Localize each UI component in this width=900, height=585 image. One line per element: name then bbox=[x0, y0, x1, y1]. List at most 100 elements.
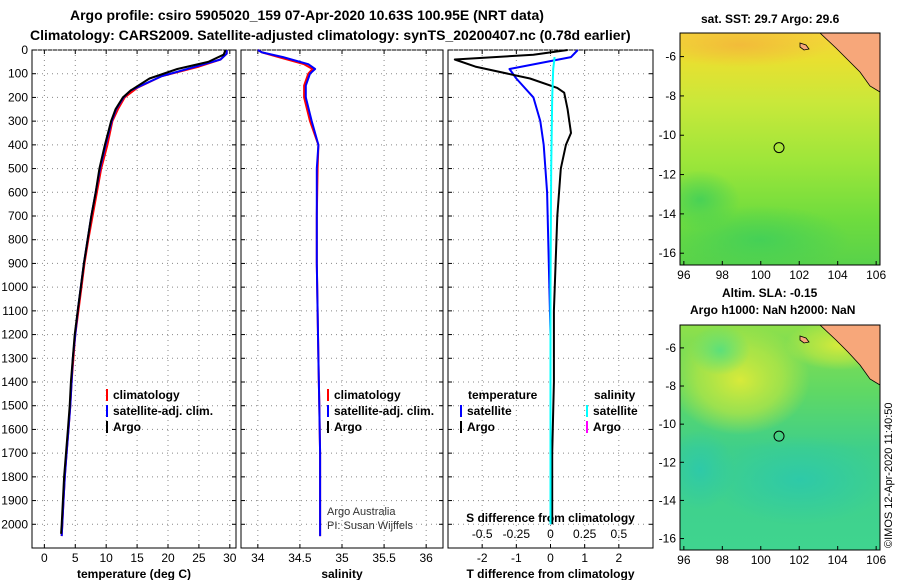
legend-heading-temperature: temperature bbox=[468, 388, 538, 402]
y-tick-label: 500 bbox=[8, 162, 28, 176]
y-tick-label: 1900 bbox=[1, 494, 28, 508]
map-lon-label: 100 bbox=[751, 268, 771, 282]
map-lon-label: 104 bbox=[828, 553, 848, 567]
difference-profile-panel: -2 -1 0 1 2-0.5 -0.25 0 0.25 0.5S difference fro… bbox=[447, 49, 654, 581]
x-tick-label: 34.5 bbox=[288, 551, 312, 565]
x-tick-label: 20 bbox=[161, 551, 175, 565]
sla-land-sumatra-java bbox=[819, 325, 880, 386]
temperature-profile-panel: 0100200300400500600700800900100011001200… bbox=[1, 43, 237, 581]
credit-pi: PI: Susan Wijffels bbox=[327, 520, 413, 532]
sst-land-sumatra-java bbox=[819, 33, 880, 93]
map-lat-label: -8 bbox=[665, 89, 676, 103]
y-tick-label: 800 bbox=[8, 233, 28, 247]
map-lat-label: -14 bbox=[659, 207, 677, 221]
x-tick-label: 25 bbox=[192, 551, 206, 565]
y-tick-label: 1800 bbox=[1, 470, 28, 484]
legend-label-argo: Argo bbox=[113, 420, 141, 434]
temperature-legend: climatology satellite-adj. clim. Argo bbox=[106, 388, 213, 434]
x-tick-label: 0 bbox=[41, 551, 48, 565]
plot-frame bbox=[31, 49, 237, 549]
y-tick-label: 100 bbox=[8, 67, 28, 81]
series-line-temperature-argo bbox=[453, 49, 572, 525]
map-lat-label: -16 bbox=[659, 532, 677, 546]
sla-island bbox=[799, 335, 810, 344]
y-tick-label: 0 bbox=[21, 43, 28, 57]
figure-title-line2: Climatology: CARS2009. Satellite-adjuste… bbox=[30, 27, 631, 43]
legend-label-satellite: satellite-adj. clim. bbox=[113, 404, 213, 418]
map-lat-label: -8 bbox=[665, 379, 676, 393]
sst-map-frame bbox=[679, 32, 881, 266]
sla-map-frame bbox=[679, 324, 881, 551]
x-tick-label: 1 bbox=[581, 551, 588, 565]
x-tick-label: 30 bbox=[223, 551, 237, 565]
map-lat-label: -12 bbox=[659, 168, 677, 182]
x-tick-label: 36 bbox=[419, 551, 433, 565]
map-lat-label: -12 bbox=[659, 455, 677, 469]
sla-map-title: Altim. SLA: -0.15 bbox=[722, 286, 818, 300]
map-lat-label: -10 bbox=[659, 128, 677, 142]
x-top-tick-label: 0.5 bbox=[610, 527, 627, 541]
x-axis-label: temperature (deg C) bbox=[77, 567, 191, 580]
x-top-tick-label: 0.25 bbox=[573, 527, 597, 541]
y-tick-label: 1500 bbox=[1, 399, 28, 413]
plot-frame bbox=[240, 49, 444, 549]
legend-label-climatology: climatology bbox=[113, 388, 180, 402]
legend-heading-salinity: salinity bbox=[594, 388, 636, 402]
y-tick-label: 900 bbox=[8, 256, 28, 270]
sla-cyan-anomaly bbox=[710, 435, 880, 525]
sla-cyan-anomaly bbox=[680, 430, 735, 510]
sla-map-subtitle: Argo h1000: NaN h2000: NaN bbox=[690, 303, 855, 317]
map-lat-label: -10 bbox=[659, 417, 677, 431]
sst-map-title: sat. SST: 29.7 Argo: 29.6 bbox=[701, 12, 840, 26]
y-tick-label: 1200 bbox=[1, 328, 28, 342]
legend-label-climatology: climatology bbox=[334, 388, 401, 402]
x-top-tick-label: -0.5 bbox=[472, 527, 493, 541]
series-line-salinity-satellite bbox=[549, 56, 556, 525]
salinity-profile-panel: 34 34.5 35 35.5 36 salinity bbox=[240, 49, 444, 581]
map-lat-label: -16 bbox=[659, 246, 677, 260]
figure-title-line1: Argo profile: csiro 5905020_159 07-Apr-2… bbox=[70, 7, 544, 23]
map-lon-label: 104 bbox=[828, 268, 848, 282]
y-tick-label: 600 bbox=[8, 185, 28, 199]
salinity-legend: climatology satellite-adj. clim. Argo Ar… bbox=[327, 388, 434, 532]
y-tick-label: 400 bbox=[8, 138, 28, 152]
map-lon-label: 98 bbox=[716, 553, 730, 567]
sst-map-axes: 96 98 100 102 104 106 -6 -8 -10 -12 -14 -16 bbox=[659, 50, 887, 282]
legend-label-satellite: satellite-adj. clim. bbox=[334, 404, 434, 418]
y-tick-label: 1100 bbox=[2, 304, 28, 318]
sla-argo-position-marker bbox=[773, 430, 785, 442]
map-lon-label: 106 bbox=[866, 268, 886, 282]
x-tick-label: 10 bbox=[100, 551, 114, 565]
sst-argo-position-marker bbox=[773, 142, 785, 154]
x-tick-label: -2 bbox=[477, 551, 488, 565]
map-lat-label: -6 bbox=[665, 50, 676, 64]
map-lon-label: 102 bbox=[789, 268, 809, 282]
legend-label-sal-argo: Argo bbox=[593, 420, 621, 434]
map-lat-label: -14 bbox=[659, 493, 677, 507]
sla-map-axes: 96 98 100 102 104 106 -6 -8 -10 -12 -14 -16 bbox=[659, 341, 887, 567]
sst-warm-patch bbox=[680, 33, 830, 67]
series-line-argo bbox=[60, 49, 227, 534]
x-axis-label: T difference from climatology bbox=[466, 567, 634, 580]
sla-map: Altim. SLA: -0.15 Argo h1000: NaN h2000:… bbox=[659, 286, 887, 567]
x-tick-label: 35 bbox=[335, 551, 349, 565]
series-line-satellite-adj-clim- bbox=[257, 49, 322, 537]
legend-label-temp-argo: Argo bbox=[467, 420, 495, 434]
y-tick-label: 200 bbox=[8, 90, 28, 104]
y-tick-label: 300 bbox=[8, 114, 28, 128]
map-lon-label: 106 bbox=[866, 553, 886, 567]
y-tick-label: 1600 bbox=[1, 422, 28, 436]
legend-label-argo: Argo bbox=[334, 420, 362, 434]
map-lon-label: 96 bbox=[677, 268, 691, 282]
x-tick-label: 2 bbox=[615, 551, 622, 565]
y-tick-label: 700 bbox=[8, 209, 28, 223]
sst-cool-patch bbox=[680, 170, 740, 230]
imos-credit: ©IMOS 12-Apr-2020 11:40:50 bbox=[883, 403, 895, 548]
x-tick-label: 0 bbox=[547, 551, 554, 565]
y-tick-label: 1300 bbox=[1, 351, 28, 365]
y-tick-label: 1400 bbox=[1, 375, 28, 389]
sst-island bbox=[799, 42, 810, 51]
y-tick-label: 1700 bbox=[1, 446, 28, 460]
x-tick-label: 5 bbox=[72, 551, 79, 565]
